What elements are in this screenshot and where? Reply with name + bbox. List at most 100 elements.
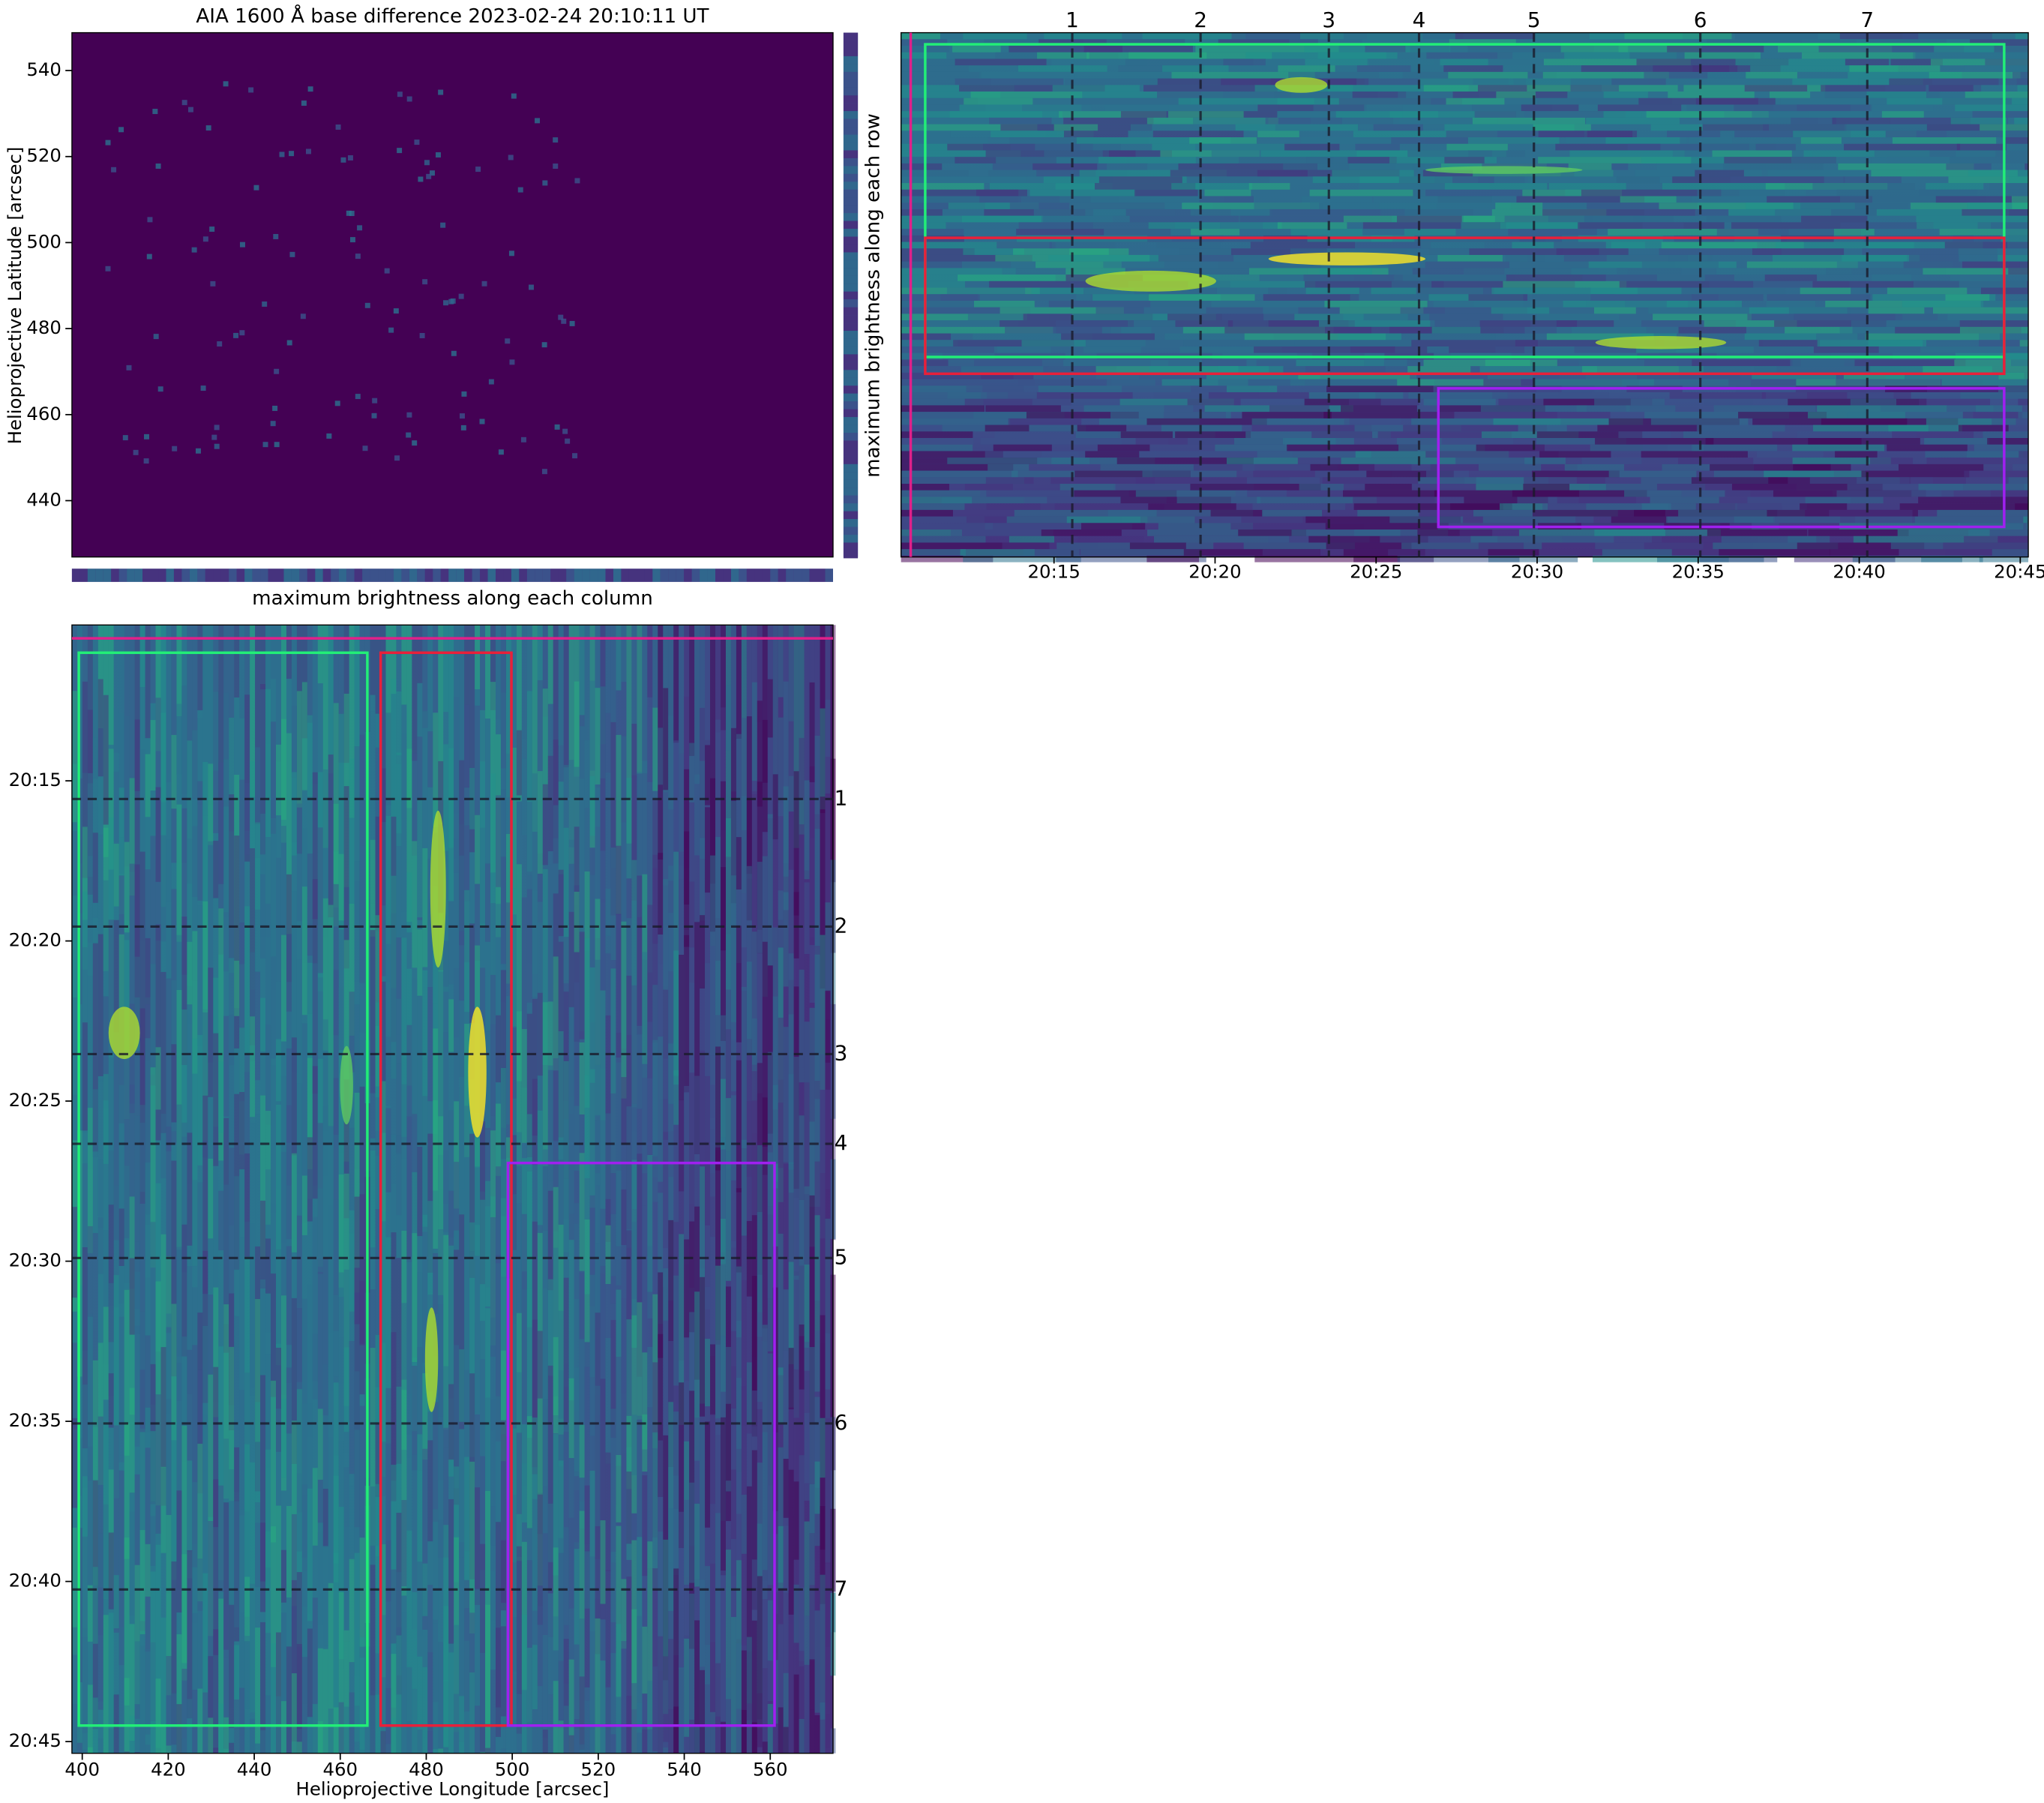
texture bbox=[280, 718, 286, 820]
texture bbox=[380, 1677, 386, 1732]
texture bbox=[814, 1461, 820, 1514]
texture bbox=[788, 1469, 794, 1615]
texture bbox=[563, 1277, 569, 1424]
texture bbox=[1890, 58, 1943, 66]
texture bbox=[952, 46, 1001, 52]
texture bbox=[511, 1495, 517, 1675]
texture bbox=[202, 1095, 208, 1294]
texture bbox=[202, 1573, 208, 1754]
texture bbox=[511, 1323, 517, 1476]
texture bbox=[2010, 359, 2029, 367]
texture bbox=[1310, 117, 1393, 124]
texture bbox=[1036, 170, 1096, 177]
texture bbox=[1488, 555, 1578, 562]
region-box-row-panel bbox=[924, 43, 2006, 358]
texture bbox=[448, 298, 454, 304]
texture bbox=[1077, 424, 1127, 432]
texture bbox=[1704, 398, 1753, 406]
texture bbox=[715, 1046, 721, 1171]
texture bbox=[1968, 530, 2029, 536]
texture bbox=[354, 861, 360, 982]
texture bbox=[406, 625, 412, 808]
texture bbox=[223, 1502, 229, 1650]
texture bbox=[783, 786, 789, 910]
texture bbox=[375, 915, 381, 1087]
texture bbox=[989, 183, 1113, 190]
texture bbox=[814, 625, 820, 814]
axes-frame bbox=[71, 32, 834, 558]
texture bbox=[901, 196, 1019, 203]
texture bbox=[985, 451, 1079, 458]
texture bbox=[279, 152, 285, 158]
texture bbox=[406, 1116, 412, 1262]
texture bbox=[508, 154, 514, 160]
texture bbox=[1695, 170, 1744, 177]
texture bbox=[150, 568, 159, 582]
texture bbox=[322, 1583, 328, 1646]
texture bbox=[181, 1010, 187, 1137]
texture bbox=[793, 771, 799, 916]
texture bbox=[105, 140, 111, 146]
texture bbox=[240, 242, 245, 248]
texture bbox=[1556, 320, 1614, 327]
texture bbox=[1425, 261, 1510, 268]
texture bbox=[1398, 444, 1485, 452]
texture bbox=[301, 1570, 307, 1704]
texture bbox=[663, 1539, 669, 1714]
texture bbox=[631, 1315, 637, 1514]
texture bbox=[1107, 163, 1226, 170]
texture bbox=[694, 1503, 700, 1587]
texture bbox=[1168, 104, 1279, 112]
texture bbox=[1871, 170, 2018, 177]
texture bbox=[754, 568, 763, 582]
texture bbox=[751, 682, 757, 782]
texture bbox=[1363, 314, 1468, 321]
texture bbox=[676, 568, 685, 582]
texture bbox=[1301, 196, 1372, 203]
texture bbox=[786, 568, 794, 582]
texture bbox=[459, 1487, 465, 1558]
texture bbox=[574, 178, 580, 184]
texture bbox=[1482, 163, 1629, 170]
texture bbox=[542, 1399, 548, 1564]
texture bbox=[1026, 412, 1139, 418]
texture bbox=[1518, 424, 1567, 432]
texture bbox=[652, 1432, 658, 1590]
texture bbox=[384, 268, 390, 274]
texture bbox=[469, 1133, 475, 1278]
texture bbox=[1362, 39, 1440, 46]
texture bbox=[397, 148, 403, 154]
texture bbox=[1662, 464, 1755, 471]
texture bbox=[563, 1706, 569, 1754]
texture bbox=[736, 1060, 742, 1192]
texture bbox=[349, 904, 355, 1036]
texture bbox=[234, 1501, 240, 1628]
texture bbox=[843, 503, 859, 512]
texture bbox=[1176, 496, 1260, 504]
texture bbox=[412, 1454, 418, 1630]
texture bbox=[715, 719, 721, 919]
texture bbox=[244, 783, 250, 855]
texture bbox=[558, 869, 564, 937]
texture bbox=[547, 625, 553, 704]
texture bbox=[793, 1197, 799, 1272]
texture bbox=[380, 836, 386, 976]
texture bbox=[1618, 431, 1671, 439]
texture bbox=[901, 555, 994, 562]
texture bbox=[1407, 366, 1471, 373]
texture bbox=[438, 1369, 444, 1558]
texture bbox=[901, 549, 967, 556]
texture bbox=[187, 838, 193, 1024]
texture bbox=[422, 1096, 428, 1215]
texture bbox=[417, 800, 423, 918]
texture bbox=[1868, 340, 1926, 346]
texture bbox=[349, 1692, 355, 1754]
texture bbox=[730, 875, 736, 1092]
texture bbox=[496, 1103, 501, 1176]
texture bbox=[111, 568, 119, 582]
texture bbox=[1069, 202, 1212, 209]
texture bbox=[1641, 451, 1748, 458]
texture bbox=[1468, 294, 1528, 301]
texture bbox=[255, 822, 261, 910]
texture bbox=[250, 1334, 256, 1396]
